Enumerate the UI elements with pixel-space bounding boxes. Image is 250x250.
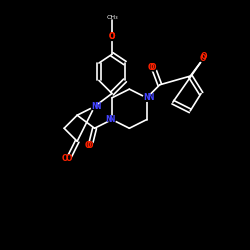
Text: N: N bbox=[144, 93, 150, 102]
Text: O: O bbox=[150, 63, 156, 72]
Text: O: O bbox=[201, 52, 207, 60]
Circle shape bbox=[150, 64, 157, 71]
Text: O: O bbox=[87, 141, 94, 150]
Text: O: O bbox=[109, 32, 115, 42]
Text: N: N bbox=[91, 102, 98, 111]
Text: O: O bbox=[148, 63, 154, 72]
Circle shape bbox=[200, 55, 207, 62]
Circle shape bbox=[65, 155, 72, 162]
Circle shape bbox=[143, 94, 150, 101]
Text: N: N bbox=[94, 102, 101, 111]
Text: O: O bbox=[109, 32, 115, 42]
Text: N: N bbox=[147, 93, 153, 102]
Text: N: N bbox=[109, 115, 115, 124]
Circle shape bbox=[91, 103, 98, 110]
Circle shape bbox=[108, 34, 116, 40]
Text: N: N bbox=[106, 115, 112, 124]
Text: O: O bbox=[84, 141, 91, 150]
Text: O: O bbox=[62, 154, 68, 163]
Text: O: O bbox=[65, 154, 72, 163]
Text: O: O bbox=[200, 54, 206, 63]
Circle shape bbox=[108, 116, 116, 123]
Text: CH₃: CH₃ bbox=[106, 15, 118, 20]
Circle shape bbox=[87, 142, 94, 149]
